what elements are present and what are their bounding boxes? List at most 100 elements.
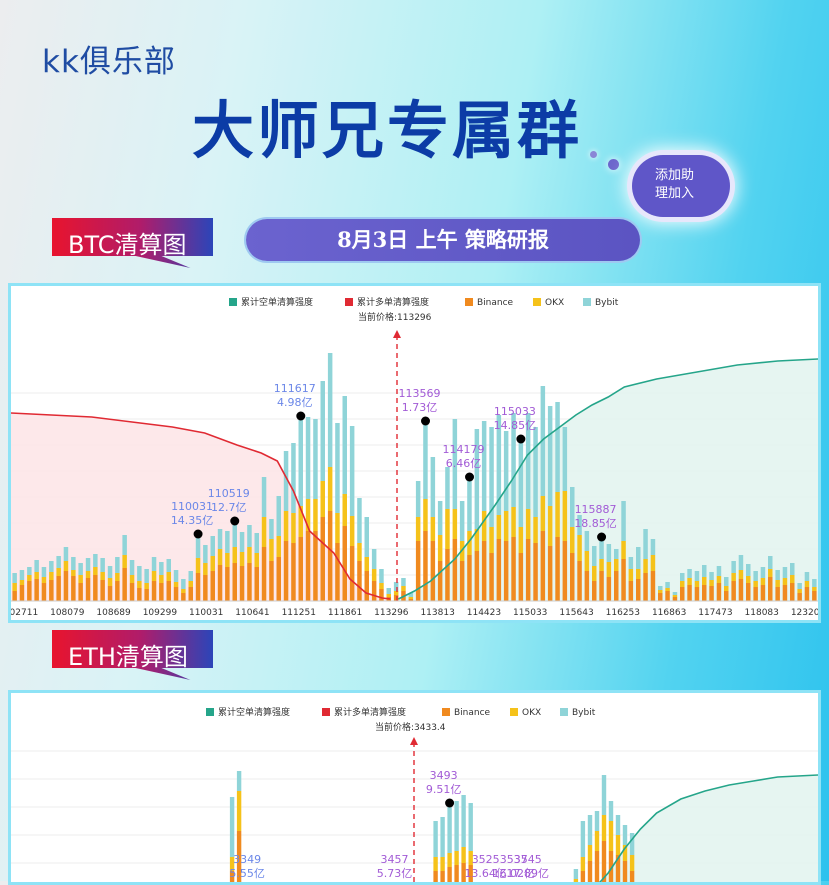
okx-bar [790, 575, 795, 583]
okx-bar [665, 588, 670, 591]
x-tick-label: 111251 [282, 608, 316, 618]
binance-bar [379, 589, 384, 601]
okx-bar [49, 572, 54, 580]
annotation-dot [465, 473, 474, 482]
bybit-bar [78, 563, 83, 575]
annotation-dot [421, 417, 430, 426]
annotation-price: 115033 [494, 405, 536, 418]
cloud-label-line: 添加助 [655, 167, 694, 185]
x-tick-label: 116253 [606, 608, 640, 618]
annotation-price: 3493 [430, 769, 458, 782]
binance-bar [717, 583, 722, 601]
okx-bar [423, 499, 428, 531]
bybit-bar [588, 815, 592, 845]
okx-bar [702, 577, 707, 585]
bybit-bar [93, 554, 98, 567]
bybit-bar [790, 563, 795, 575]
bybit-bar [665, 582, 670, 588]
binance-bar [651, 571, 656, 601]
annotation-price: 3525 [472, 853, 500, 866]
binance-bar [570, 553, 575, 601]
current-price-arrow-icon [393, 330, 401, 338]
okx-bar [255, 553, 260, 567]
bybit-bar [20, 570, 25, 580]
current-price-label: 当前价格:3433.4 [375, 721, 446, 733]
bybit-bar [607, 544, 612, 562]
okx-bar [746, 576, 751, 583]
binance-bar [585, 571, 590, 601]
binance-bar [621, 559, 626, 601]
okx-bar [218, 549, 223, 565]
bybit-bar [174, 570, 179, 582]
okx-bar [724, 586, 729, 591]
okx-bar [78, 575, 83, 583]
okx-bar [167, 572, 172, 581]
add-assistant-cloud-button[interactable]: 添加助理加入 [580, 145, 740, 225]
bybit-bar [753, 571, 758, 581]
legend-swatch [322, 708, 330, 716]
okx-bar [12, 583, 17, 591]
okx-bar [629, 569, 634, 581]
okx-bar [695, 581, 700, 587]
binance-bar [189, 587, 194, 601]
binance-bar [423, 531, 428, 601]
decorative-dot-icon [590, 151, 597, 158]
okx-bar [71, 570, 76, 576]
binance-bar [49, 580, 54, 601]
okx-bar [581, 857, 585, 871]
x-tick-label: 117473 [698, 608, 732, 618]
binance-bar [291, 543, 296, 601]
binance-bar [643, 573, 648, 601]
bybit-bar [34, 560, 39, 572]
btc-section-tag: BTC清算图 [52, 218, 213, 268]
binance-bar [365, 571, 370, 601]
binance-bar [577, 561, 582, 601]
okx-bar [401, 586, 406, 591]
binance-bar [137, 588, 142, 601]
okx-bar [328, 467, 333, 511]
binance-bar [541, 531, 546, 601]
binance-bar [299, 537, 304, 601]
binance-bar [144, 589, 149, 601]
okx-bar [115, 573, 120, 581]
okx-bar [592, 566, 597, 581]
legend-swatch [583, 298, 591, 306]
bybit-bar [454, 801, 458, 851]
okx-bar [453, 509, 458, 539]
bybit-bar [181, 579, 186, 589]
annotation-dot [597, 533, 606, 542]
okx-bar [387, 594, 392, 597]
bybit-bar [636, 547, 641, 569]
annotation-amount: 5.73亿 [377, 867, 413, 880]
binance-bar [122, 568, 127, 601]
bybit-bar [623, 825, 627, 845]
annotation-amount: 5.55亿 [229, 867, 265, 880]
binance-bar [56, 576, 61, 601]
binance-bar [790, 583, 795, 601]
bybit-bar [438, 501, 443, 535]
okx-bar [431, 517, 436, 541]
okx-bar [277, 536, 282, 557]
bybit-bar [335, 423, 340, 513]
okx-bar [585, 551, 590, 571]
okx-bar [211, 556, 216, 571]
binance-bar [623, 861, 627, 885]
binance-bar [595, 851, 599, 885]
binance-bar [130, 583, 135, 601]
okx-bar [768, 569, 773, 577]
okx-bar [174, 582, 179, 587]
binance-bar [445, 549, 450, 601]
okx-bar [497, 515, 502, 539]
binance-bar [269, 561, 274, 601]
okx-bar [394, 591, 399, 595]
bybit-bar [614, 549, 619, 559]
okx-bar [438, 535, 443, 561]
okx-bar [595, 831, 599, 851]
bybit-bar [56, 556, 61, 568]
bybit-bar [519, 443, 524, 527]
bybit-bar [64, 547, 68, 561]
legend-swatch [510, 708, 518, 716]
x-tick-label: 118083 [745, 608, 779, 618]
binance-bar [797, 593, 802, 601]
